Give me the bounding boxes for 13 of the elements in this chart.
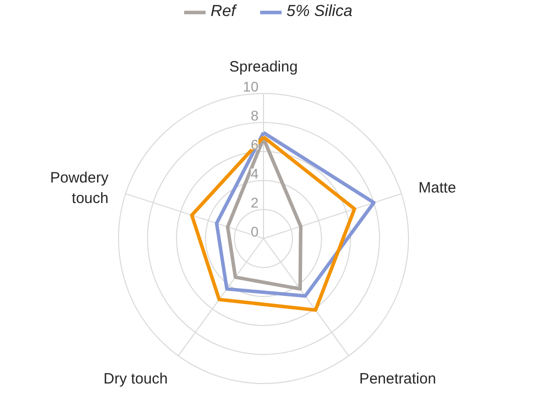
y-tick-label: 4 (250, 166, 259, 182)
spoke-label: Matte (418, 180, 456, 197)
spoke-label: Penetration (359, 370, 436, 388)
y-tick-label: 10 (242, 78, 259, 94)
y-tick-label: 8 (250, 108, 259, 124)
spoke-label: Spreading (229, 58, 298, 76)
y-tick-label: 2 (250, 194, 259, 210)
legend-label: 5% Silica (286, 3, 352, 21)
y-tick-label: 6 (250, 136, 259, 152)
spoke-label: Powdery touch (50, 169, 109, 207)
legend-label: Ref (210, 3, 236, 21)
y-tick-label: 0 (250, 224, 259, 240)
spoke-label: Dry touch (104, 370, 168, 388)
